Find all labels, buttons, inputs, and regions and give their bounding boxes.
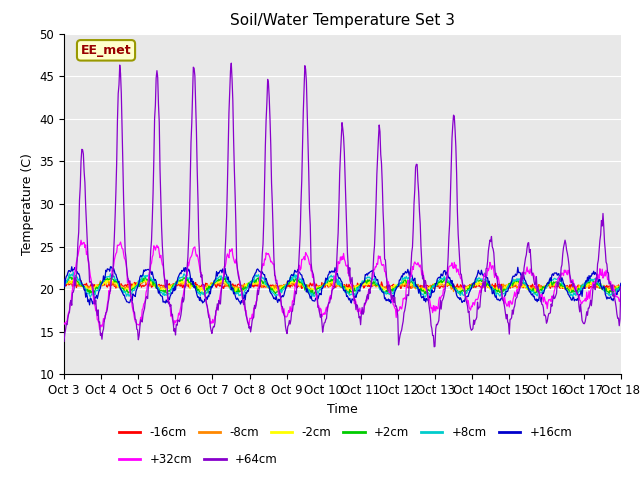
Title: Soil/Water Temperature Set 3: Soil/Water Temperature Set 3: [230, 13, 455, 28]
Y-axis label: Temperature (C): Temperature (C): [21, 153, 34, 255]
Text: EE_met: EE_met: [81, 44, 131, 57]
X-axis label: Time: Time: [327, 403, 358, 416]
Legend: +32cm, +64cm: +32cm, +64cm: [115, 448, 282, 471]
